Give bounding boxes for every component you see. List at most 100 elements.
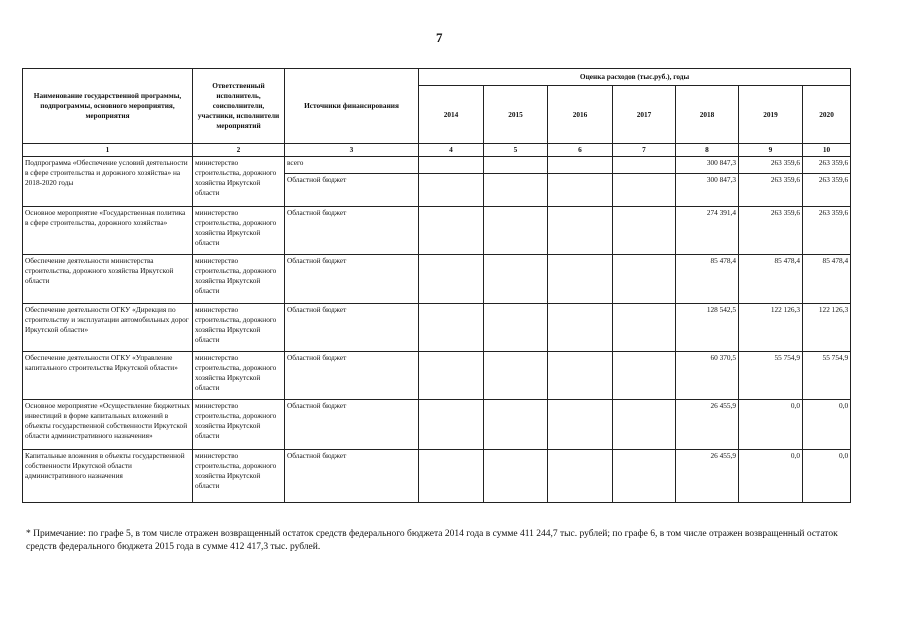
row-value: 0,0: [801, 449, 852, 503]
footnote: * Примечание: по графе 5, в том числе от…: [26, 529, 838, 552]
row-value: 263 359,6: [801, 173, 852, 207]
table-row: Обеспечение деятельности ОГКУ «Дирекция …: [22, 303, 852, 352]
column-number: 1: [22, 143, 193, 157]
row-value: [612, 173, 676, 207]
row-value: 263 359,6: [801, 156, 852, 174]
row-value: [612, 399, 676, 450]
header-year: 2020: [801, 85, 852, 144]
row-value: [547, 173, 613, 207]
row-value: [418, 173, 484, 207]
row-value: [547, 449, 613, 503]
table-row: Обеспечение деятельности ОГКУ «Управлени…: [22, 351, 852, 400]
row-value: [612, 303, 676, 352]
row-value: 122 126,3: [738, 303, 803, 352]
column-number: 3: [284, 143, 419, 157]
row-source: Областной бюджет: [284, 303, 419, 352]
header-year: 2015: [483, 85, 548, 144]
row-value: [418, 156, 484, 174]
row-name: Обеспечение деятельности ОГКУ «Дирекция …: [22, 303, 193, 352]
row-value: [418, 254, 484, 304]
row-value: 300 847,3: [675, 173, 739, 207]
column-number: 2: [192, 143, 285, 157]
row-value: [547, 303, 613, 352]
header-year: 2019: [738, 85, 803, 144]
row-value: [483, 156, 548, 174]
header-sources: Источники финансирования: [284, 68, 419, 144]
row-value: 60 370,5: [675, 351, 739, 400]
row-value: 85 478,4: [801, 254, 852, 304]
row-value: [612, 254, 676, 304]
row-value: 85 478,4: [675, 254, 739, 304]
expenses-table: Наименование государственной программы, …: [22, 68, 852, 503]
header-name: Наименование государственной программы, …: [22, 68, 193, 144]
row-value: 85 478,4: [738, 254, 803, 304]
page-number: 7: [436, 30, 443, 45]
row-executor: министерство строительства, дорожного хо…: [192, 351, 285, 400]
row-source: Областной бюджет: [284, 399, 419, 450]
column-number: 5: [483, 143, 548, 157]
row-value: 0,0: [738, 449, 803, 503]
row-value: [547, 156, 613, 174]
column-number: 10: [801, 143, 852, 157]
row-name: Капитальные вложения в объекты государст…: [22, 449, 193, 503]
row-source: Областной бюджет: [284, 351, 419, 400]
row-executor: министерство строительства, дорожного хо…: [192, 303, 285, 352]
row-value: 128 542,5: [675, 303, 739, 352]
row-value: [612, 156, 676, 174]
row-value: 263 359,6: [738, 156, 803, 174]
row-value: [483, 449, 548, 503]
row-value: [418, 399, 484, 450]
column-number: 6: [547, 143, 613, 157]
row-value: [483, 206, 548, 255]
row-executor: министерство строительства, дорожного хо…: [192, 254, 285, 304]
row-value: 122 126,3: [801, 303, 852, 352]
row-executor: министерство строительства, дорожного хо…: [192, 449, 285, 503]
header-executor: Ответственный исполнитель, соисполнители…: [192, 68, 285, 144]
row-value: [483, 173, 548, 207]
row-value: [418, 303, 484, 352]
row-source: Областной бюджет: [284, 449, 419, 503]
row-source: Областной бюджет: [284, 254, 419, 304]
row-value: [547, 351, 613, 400]
row-value: [483, 303, 548, 352]
table-row: Основное мероприятие «Государственная по…: [22, 206, 852, 255]
column-number: 8: [675, 143, 739, 157]
row-name: Подпрограмма «Обеспечение условий деятел…: [22, 156, 193, 207]
table-row: Капитальные вложения в объекты государст…: [22, 449, 852, 503]
row-name: Обеспечение деятельности ОГКУ «Управлени…: [22, 351, 193, 400]
header-year: 2018: [675, 85, 739, 144]
row-value: [612, 449, 676, 503]
row-value: [418, 449, 484, 503]
column-number: 9: [738, 143, 803, 157]
row-value: 263 359,6: [738, 206, 803, 255]
row-value: [483, 351, 548, 400]
row-value: 0,0: [738, 399, 803, 450]
row-value: [418, 351, 484, 400]
row-value: 263 359,6: [738, 173, 803, 207]
row-value: 55 754,9: [738, 351, 803, 400]
row-name: Основное мероприятие «Осуществление бюдж…: [22, 399, 193, 450]
row-value: [483, 254, 548, 304]
row-value: [612, 351, 676, 400]
header-year: 2017: [612, 85, 676, 144]
row-source: Областной бюджет: [284, 173, 419, 207]
row-source: всего: [284, 156, 419, 174]
header-year: 2014: [418, 85, 484, 144]
row-name: Обеспечение деятельности министерства ст…: [22, 254, 193, 304]
header-expenses: Оценка расходов (тыс.руб.), годы: [417, 68, 852, 86]
row-value: 0,0: [801, 399, 852, 450]
table-row: Подпрограмма «Обеспечение условий деятел…: [22, 156, 852, 207]
column-number: 7: [612, 143, 676, 157]
table-row: Основное мероприятие «Осуществление бюдж…: [22, 399, 852, 450]
row-value: 274 391,4: [675, 206, 739, 255]
row-executor: министерство строительства, дорожного хо…: [192, 206, 285, 255]
row-value: [547, 399, 613, 450]
column-number: 4: [418, 143, 484, 157]
row-value: [483, 399, 548, 450]
row-value: 55 754,9: [801, 351, 852, 400]
row-value: 26 455,9: [675, 449, 739, 503]
row-value: 26 455,9: [675, 399, 739, 450]
row-source: Областной бюджет: [284, 206, 419, 255]
row-value: 300 847,3: [675, 156, 739, 174]
row-name: Основное мероприятие «Государственная по…: [22, 206, 193, 255]
